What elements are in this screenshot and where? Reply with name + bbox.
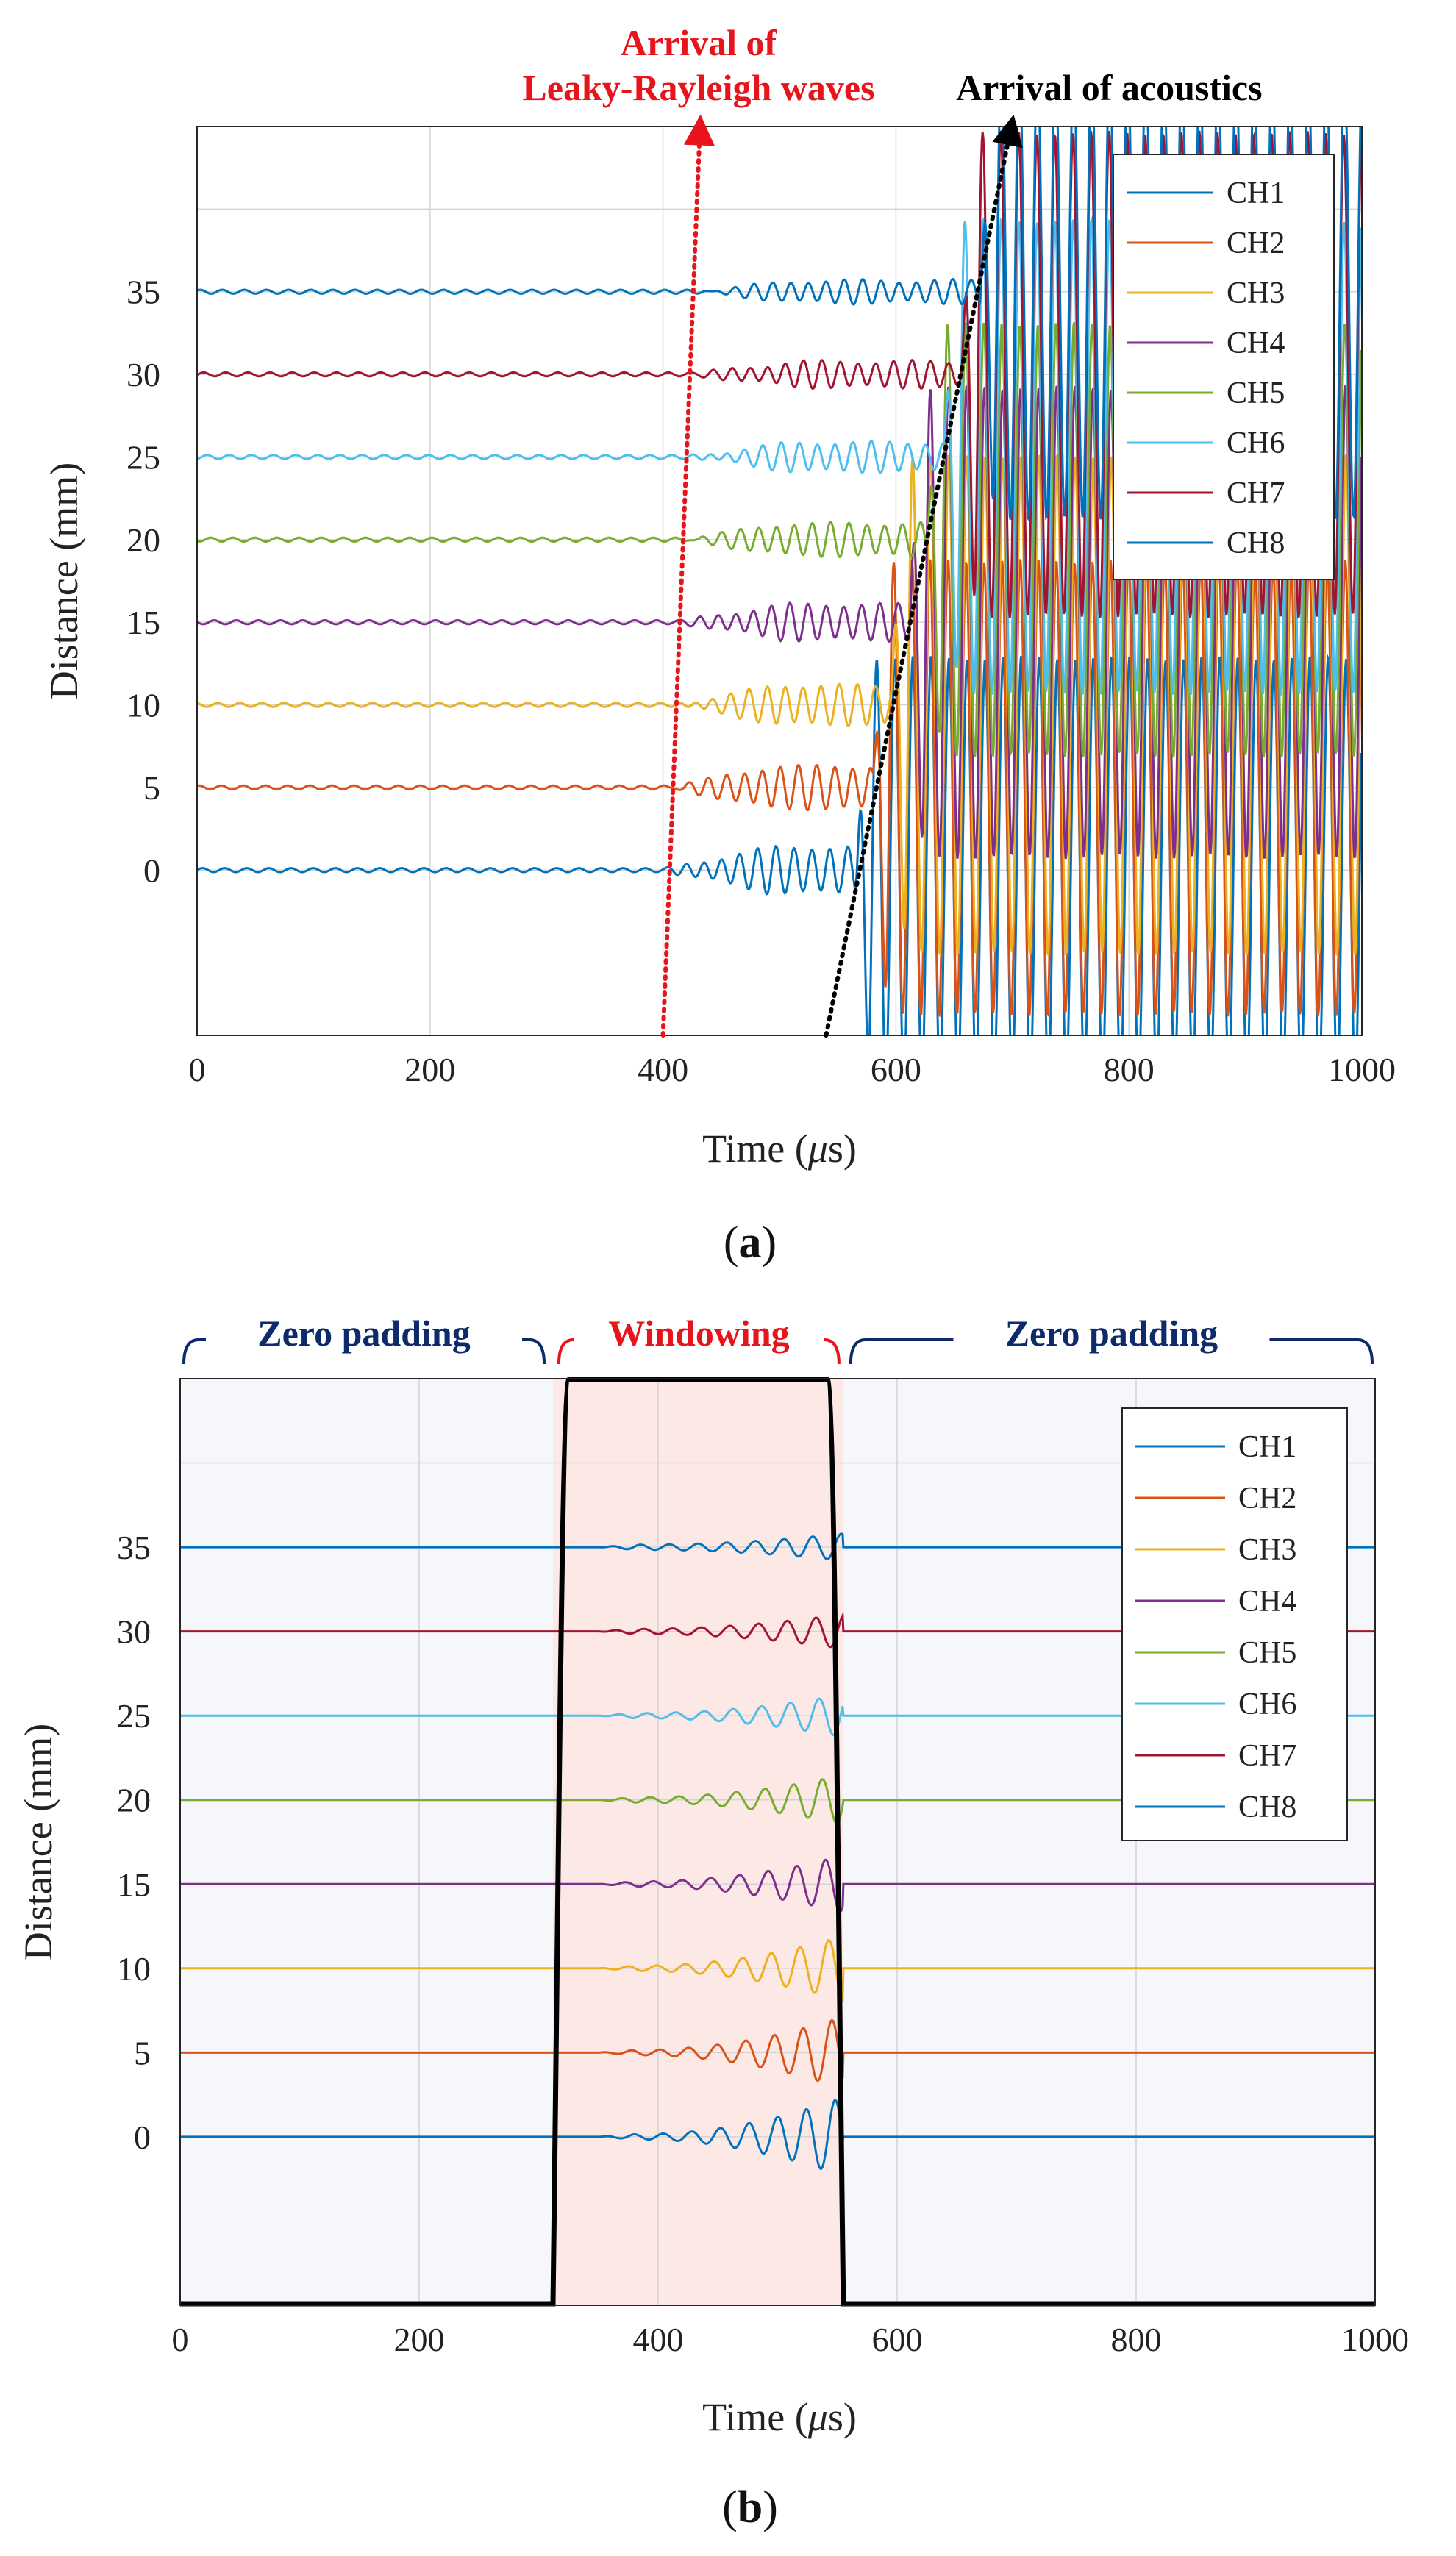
legend-a: CH1 CH2 CH3 CH4 CH5 CH6 CH7 CH8 bbox=[1113, 154, 1335, 580]
trace-b-ch1 bbox=[180, 2099, 1375, 2171]
y-tick-label: 0 bbox=[134, 2118, 151, 2156]
leaky-rayleigh-arrival-arrow bbox=[660, 114, 715, 1038]
x-tick-label: 800 bbox=[1104, 1051, 1155, 1088]
x-tick-label: 1000 bbox=[1328, 1051, 1396, 1088]
windowing-label: Windowing bbox=[608, 1313, 789, 1354]
trace-b-ch2 bbox=[180, 2018, 1375, 2082]
panel-label-a: (a) bbox=[724, 1218, 777, 1268]
legend-label-b-ch3: CH3 bbox=[1238, 1533, 1296, 1567]
acoustic-annotation: Arrival of acoustics bbox=[956, 67, 1263, 108]
panel-a: 0 200 400 600 800 1000 0 5 10 15 20 25 30 35 Arrival … bbox=[42, 22, 1396, 1268]
x-tick-label: 200 bbox=[404, 1051, 455, 1088]
legend-box-a bbox=[1113, 154, 1335, 580]
y-tick-label: 30 bbox=[126, 356, 160, 393]
legend-box-b bbox=[1121, 1407, 1348, 1841]
y-axis-label-b: Distance (mm) bbox=[16, 1724, 60, 1960]
y-tick-label: 30 bbox=[117, 1613, 151, 1651]
legend-label-b-ch8: CH8 bbox=[1238, 1791, 1296, 1824]
zero-padding-right-label: Zero padding bbox=[1005, 1313, 1218, 1354]
axes-box-b bbox=[179, 1378, 1376, 2306]
legend-label-b-ch4: CH4 bbox=[1238, 1585, 1296, 1618]
y-tick-label: 35 bbox=[117, 1529, 151, 1566]
y-tick-label: 20 bbox=[126, 521, 160, 559]
y-tick-label: 10 bbox=[117, 1950, 151, 1988]
axes-box-a bbox=[196, 126, 1363, 1036]
panel-b: 0 200 400 600 800 1000 0 5 10 15 20 25 30 35 Zero pad… bbox=[16, 1313, 1409, 2532]
zero-padding-left-brace-left bbox=[182, 1338, 206, 1365]
legend-label-b-ch5: CH5 bbox=[1238, 1636, 1296, 1670]
legend-label-a-ch6: CH6 bbox=[1227, 426, 1285, 460]
region-braces bbox=[182, 1338, 1374, 1365]
leaky-annotation-line-2: Leaky-Rayleigh waves bbox=[522, 67, 874, 108]
y-tick-label: 5 bbox=[134, 2034, 151, 2071]
trace-b-ch4 bbox=[180, 1858, 1375, 1913]
legend-label-b-ch2: CH2 bbox=[1238, 1482, 1296, 1516]
legend-label-a-ch4: CH4 bbox=[1227, 326, 1285, 360]
y-tick-label: 10 bbox=[126, 687, 160, 724]
panel-label-b: (b) bbox=[722, 2482, 778, 2532]
windowing-brace-right bbox=[824, 1338, 841, 1365]
x-tick-label: 400 bbox=[638, 1051, 688, 1088]
windowing-brace-left bbox=[557, 1338, 574, 1365]
y-tick-label: 0 bbox=[143, 852, 160, 889]
trace-b-ch3 bbox=[180, 1939, 1375, 2004]
legend-label-a-ch2: CH2 bbox=[1227, 226, 1285, 260]
ticks-b: 0 200 400 600 800 1000 0 5 10 15 20 25 30 35 bbox=[117, 1529, 1409, 2358]
y-tick-label: 25 bbox=[117, 1697, 151, 1735]
y-tick-label: 15 bbox=[126, 604, 160, 641]
y-axis-label-a: Distance (mm) bbox=[42, 463, 86, 699]
legend-label-a-ch1: CH1 bbox=[1227, 176, 1285, 210]
leaky-annotation-line-1: Arrival of bbox=[621, 22, 778, 63]
x-tick-label: 600 bbox=[871, 1051, 921, 1088]
x-axis-label-a: Time (μs) bbox=[702, 1127, 857, 1171]
zero-padding-right-brace-right bbox=[1269, 1338, 1374, 1365]
legend-label-a-ch3: CH3 bbox=[1227, 276, 1285, 310]
y-tick-label: 5 bbox=[143, 769, 160, 807]
x-tick-label: 800 bbox=[1111, 2321, 1162, 2358]
zero-padding-right-brace-left bbox=[849, 1338, 954, 1365]
legend-b: CH1 CH2 CH3 CH4 CH5 CH6 CH7 CH8 bbox=[1121, 1407, 1348, 1841]
legend-label-a-ch8: CH8 bbox=[1227, 526, 1285, 560]
y-tick-label: 20 bbox=[117, 1782, 151, 1819]
zero-padding-left-brace-right bbox=[522, 1338, 546, 1365]
legend-label-b-ch7: CH7 bbox=[1238, 1739, 1296, 1773]
legend-label-a-ch5: CH5 bbox=[1227, 376, 1285, 410]
legend-label-b-ch6: CH6 bbox=[1238, 1688, 1296, 1721]
zero-padding-left-label: Zero padding bbox=[257, 1313, 470, 1354]
y-tick-label: 15 bbox=[117, 1866, 151, 1903]
windowing-region bbox=[553, 1379, 843, 2305]
y-tick-label: 35 bbox=[126, 274, 160, 311]
x-tick-label: 400 bbox=[633, 2321, 684, 2358]
x-tick-label: 600 bbox=[872, 2321, 923, 2358]
acoustic-arrival-arrow bbox=[824, 114, 1023, 1038]
legend-label-a-ch7: CH7 bbox=[1227, 476, 1285, 510]
legend-label-b-ch1: CH1 bbox=[1238, 1430, 1296, 1464]
x-tick-label: 1000 bbox=[1341, 2321, 1409, 2358]
x-axis-label-b: Time (μs) bbox=[702, 2395, 857, 2439]
ticks-a: 0 200 400 600 800 1000 0 5 10 15 20 25 30 35 bbox=[126, 274, 1396, 1088]
x-tick-label: 0 bbox=[172, 2321, 189, 2358]
x-tick-label: 0 bbox=[189, 1051, 206, 1088]
y-tick-label: 25 bbox=[126, 438, 160, 476]
trace-a-ch2 bbox=[197, 558, 1362, 1018]
x-tick-label: 200 bbox=[394, 2321, 445, 2358]
